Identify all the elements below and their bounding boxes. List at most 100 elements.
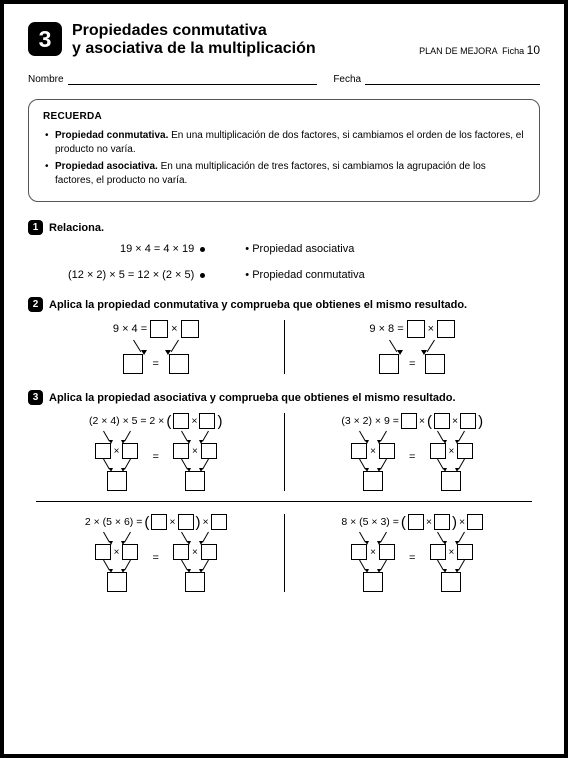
ex1-left-column: 19 × 4 = 4 × 19 (12 × 2) × 5 = 12 × (2 ×… [68,243,205,281]
answer-box[interactable] [430,443,446,459]
ex3-a-right-expr: (3 × 2) × 9 = [341,415,399,427]
answer-box[interactable] [181,320,199,338]
ex3-b-right: 8 × (5 × 3) = (×) × × = × [285,514,541,592]
times-sign: × [449,547,455,558]
fecha-field: Fecha [333,73,540,85]
times-sign: × [459,516,465,528]
answer-box[interactable] [434,514,450,530]
ficha-text: Ficha [502,46,524,56]
answer-box[interactable] [457,544,473,560]
answer-box[interactable] [408,514,424,530]
answer-box[interactable] [178,514,194,530]
answer-box[interactable] [379,354,399,374]
ex1-expr-b: (12 × 2) × 5 = 12 × (2 × 5) [68,269,194,281]
divider [36,501,532,502]
fecha-line[interactable] [365,73,540,85]
name-date-fields: Nombre Fecha [28,73,540,85]
answer-box[interactable] [401,413,417,429]
answer-box[interactable] [169,354,189,374]
answer-box[interactable] [201,544,217,560]
answer-box[interactable] [107,572,127,592]
worksheet-title: Propiedades conmutativa y asociativa de … [72,22,409,59]
ex1-prop-asociativa[interactable]: Propiedad asociativa [245,243,364,255]
recuerda-item-1: Propiedad conmutativa. En una multiplica… [43,129,525,156]
answer-box[interactable] [173,544,189,560]
plan-label: PLAN DE MEJORA Ficha 10 [419,43,540,57]
times-sign: × [452,415,458,427]
nombre-label: Nombre [28,74,64,85]
exercise-2: 2 Aplica la propiedad conmutativa y comp… [28,297,540,374]
converge-arrows [371,340,453,354]
ex2-left-expr: 9 × 4 = [113,323,147,335]
answer-box[interactable] [457,443,473,459]
times-sign: × [370,446,376,457]
ex2-right: 9 × 8 = × = [285,320,541,374]
answer-box[interactable] [351,544,367,560]
answer-box[interactable] [95,443,111,459]
equals-sign: = [153,451,159,463]
times-sign: × [114,547,120,558]
answer-box[interactable] [434,413,450,429]
answer-box[interactable] [467,514,483,530]
answer-box[interactable] [460,413,476,429]
answer-box[interactable] [441,572,461,592]
answer-box[interactable] [351,443,367,459]
answer-box[interactable] [107,471,127,491]
pair-left: × [91,431,143,491]
title-line-2: y asociativa de la multiplicación [72,40,316,57]
times-sign: × [192,446,198,457]
equals-sign: = [409,552,415,564]
answer-box[interactable] [173,413,189,429]
exercise-3-number: 3 [28,390,43,405]
answer-box[interactable] [437,320,455,338]
nombre-field: Nombre [28,73,317,85]
times-sign: × [449,446,455,457]
converge-arrows [115,340,197,354]
answer-box[interactable] [430,544,446,560]
exercise-1: 1 Relaciona. 19 × 4 = 4 × 19 (12 × 2) × … [28,220,540,281]
answer-box[interactable] [441,471,461,491]
answer-box[interactable] [150,320,168,338]
answer-box[interactable] [211,514,227,530]
answer-box[interactable] [185,471,205,491]
ex2-right-expr: 9 × 8 = [369,323,403,335]
answer-box[interactable] [379,544,395,560]
answer-box[interactable] [151,514,167,530]
answer-box[interactable] [185,572,205,592]
answer-box[interactable] [363,572,383,592]
ex1-prop-conmutativa[interactable]: Propiedad conmutativa [245,269,364,281]
ex1-right-column: Propiedad asociativa Propiedad conmutati… [245,243,364,281]
answer-box[interactable] [123,354,143,374]
answer-box[interactable] [122,544,138,560]
equals-sign: = [409,358,415,370]
ex3-a-left-expr: (2 × 4) × 5 = 2 × [89,415,164,427]
ex3-b-right-expr: 8 × (5 × 3) = [341,516,399,528]
times-sign: × [426,516,432,528]
answer-box[interactable] [363,471,383,491]
answer-box[interactable] [201,443,217,459]
ex3-b-left-expr: 2 × (5 × 6) = [85,516,143,528]
answer-box[interactable] [379,443,395,459]
times-sign: × [419,415,425,427]
ex2-left: 9 × 4 = × = [28,320,285,374]
times-sign: × [370,547,376,558]
exercise-2-number: 2 [28,297,43,312]
match-dot[interactable] [200,247,205,252]
answer-box[interactable] [425,354,445,374]
answer-box[interactable] [95,544,111,560]
answer-box[interactable] [199,413,215,429]
ex3-a-right: (3 × 2) × 9 = × (×) × = × [285,413,541,491]
answer-box[interactable] [122,443,138,459]
recuerda-box: RECUERDA Propiedad conmutativa. En una m… [28,99,540,203]
exercise-3: 3 Aplica la propiedad asociativa y compr… [28,390,540,592]
ex1-expr-a: 19 × 4 = 4 × 19 [120,243,194,255]
answer-box[interactable] [407,320,425,338]
title-line-1: Propiedades conmutativa [72,22,267,39]
times-sign: × [171,323,177,335]
times-sign: × [114,446,120,457]
answer-box[interactable] [173,443,189,459]
match-dot[interactable] [200,273,205,278]
nombre-line[interactable] [68,73,318,85]
ficha-number: 10 [527,43,540,57]
times-sign: × [203,516,209,528]
